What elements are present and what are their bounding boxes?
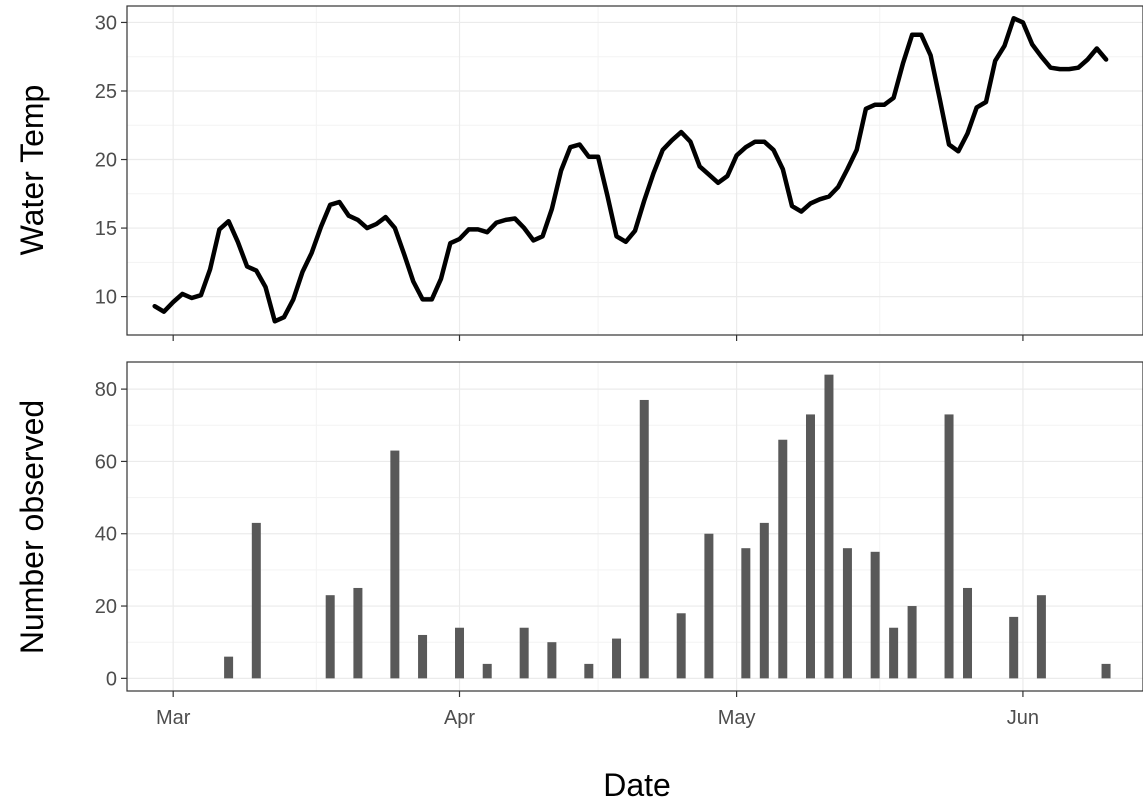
bar-2024-03-07 [224,656,234,679]
bar-2024-04-18 [612,638,622,679]
bar-2024-05-31 [1009,616,1019,679]
bar-2024-03-18 [325,595,335,679]
x-tick-label-jun: Jun [1007,707,1039,729]
panel-border [126,5,1143,336]
bar-2024-03-25 [390,450,400,679]
bar-2024-06-10 [1101,663,1111,679]
x-tick-label-may: May [718,707,756,729]
bar-2024-05-24 [944,414,954,679]
y-tick-label: 60 [95,451,117,473]
bar-2024-05-09 [805,414,815,679]
panel-border [126,361,1143,692]
y-tick-label: 15 [95,218,117,240]
y-tick-label: 40 [95,524,117,546]
y-tick-label: 10 [95,287,117,309]
bar-2024-05-18 [889,627,899,679]
bar-2024-05-04 [759,522,769,679]
bar-2024-04-21 [639,399,649,679]
bar-2024-04-28 [704,533,714,679]
bar-2024-05-02 [741,548,751,679]
x-tick-label-apr: Apr [444,707,475,729]
bar-2024-04-08 [519,627,529,679]
y-tick-label: 0 [106,668,117,690]
y-tick-label: 30 [95,12,117,34]
water-temp-line [152,16,1109,324]
y-tick-label: 20 [95,150,117,172]
x-tick-label-mar: Mar [156,707,191,729]
bar-2024-03-28 [418,634,428,679]
bar-2024-06-03 [1036,595,1046,679]
y-tick-label: 25 [95,81,117,103]
bar-2024-04-25 [676,613,686,679]
bar-2024-05-16 [870,551,880,679]
bar-2024-05-20 [907,606,917,679]
y-axis-title-number-observed: Number observed [14,400,50,654]
bar-2024-04-01 [455,627,465,679]
y-tick-label: 20 [95,596,117,618]
bar-2024-04-15 [584,663,594,679]
y-tick-label: 80 [95,379,117,401]
bar-2024-03-21 [353,587,363,679]
bar-2024-05-11 [824,374,834,679]
bar-2024-04-11 [547,642,557,679]
bar-2024-04-04 [482,663,492,679]
number-observed-panel: 0 20 40 60 80 Mar Apr May Jun [95,361,1143,729]
x-axis-title: Date [603,767,671,803]
bar-2024-05-06 [778,439,788,679]
y-axis-title-water-temp: Water Temp [14,85,50,256]
bar-2024-05-13 [842,548,852,679]
bar-2024-03-10 [251,522,261,679]
bar-2024-05-26 [963,587,973,679]
water-temp-panel: 10 15 20 25 30 [95,5,1143,341]
